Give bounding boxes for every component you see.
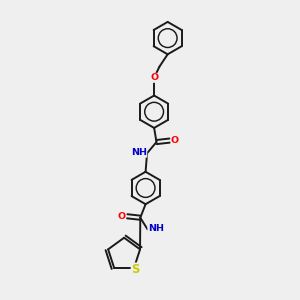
Text: NH: NH <box>131 148 147 157</box>
Text: O: O <box>118 212 126 221</box>
Text: NH: NH <box>148 224 164 233</box>
Text: O: O <box>171 136 179 145</box>
Text: O: O <box>150 74 158 82</box>
Text: S: S <box>131 263 140 276</box>
